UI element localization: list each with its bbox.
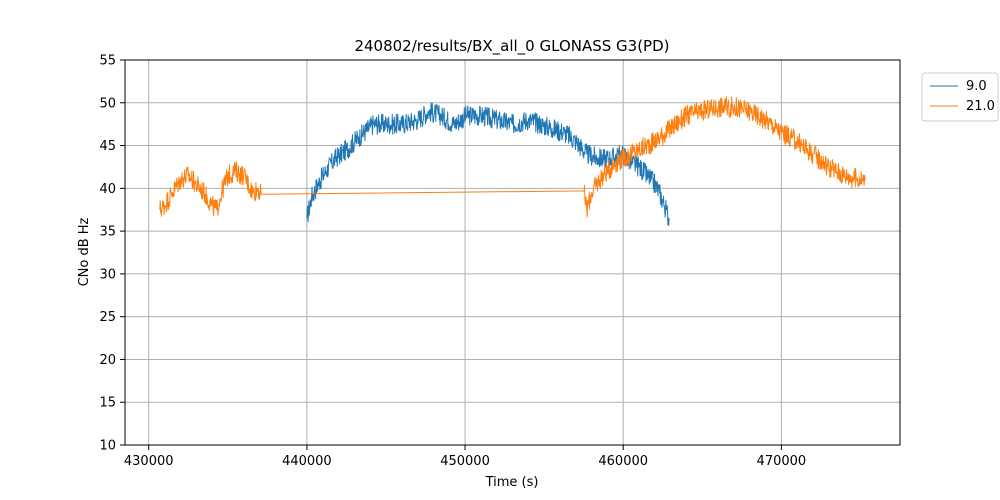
x-axis-ticks: 430000 440000 450000 460000 470000 [124,445,806,469]
x-tick-label: 460000 [598,454,648,469]
legend: 9.0 21.0 [921,72,999,122]
series-line-21-0 [159,96,866,218]
x-tick-label: 470000 [757,454,807,469]
y-tick-label: 30 [99,267,116,282]
y-tick-label: 50 [99,96,116,111]
y-tick-label: 35 [99,225,116,240]
y-axis-label: CNo dB Hz [77,217,92,286]
x-tick-label: 440000 [282,454,332,469]
y-tick-label: 15 [99,396,116,411]
legend-frame [921,72,999,122]
y-tick-label: 25 [99,310,116,325]
y-tick-label: 40 [99,182,116,197]
legend-label-21-0: 21.0 [966,99,995,114]
y-tick-label: 20 [99,353,116,368]
legend-label-9-0: 9.0 [966,79,987,94]
y-tick-label: 45 [99,139,116,154]
y-axis-ticks: 10 15 20 25 30 35 40 45 50 55 [99,54,125,454]
y-tick-label: 10 [99,439,116,454]
x-axis-label: Time (s) [485,475,539,490]
y-tick-label: 55 [99,54,116,69]
plot-frame [124,59,901,446]
x-tick-label: 430000 [124,454,174,469]
chart-title: 240802/results/BX_all_0 GLONASS G3(PD) [354,37,669,56]
x-tick-label: 450000 [440,454,490,469]
plot-series [159,96,866,226]
